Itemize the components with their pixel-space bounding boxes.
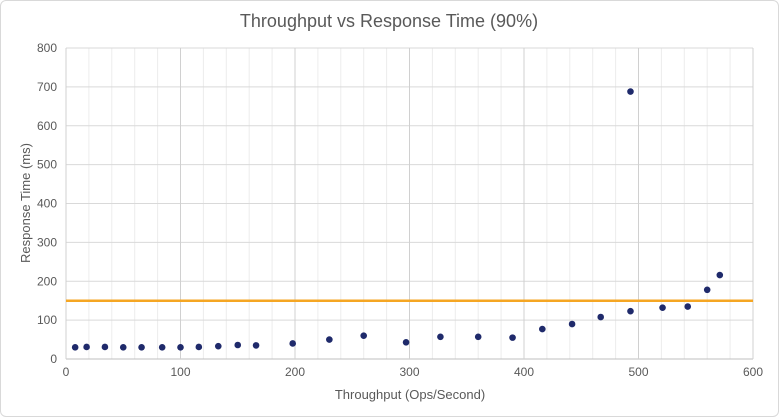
data-point [360,332,368,339]
x-tick-label: 600 [743,365,763,379]
y-tick-label: 400 [37,197,57,211]
y-tick-label: 700 [37,80,57,94]
x-tick-label: 100 [170,365,190,379]
data-point [119,344,127,351]
chart-title: Throughput vs Response Time (90%) [240,11,538,31]
major-gridlines [65,47,754,360]
data-point [101,343,109,351]
data-point [568,320,576,328]
data-point [252,342,260,349]
data-point [138,344,145,351]
data-point [326,336,333,343]
data-point [214,342,222,350]
data-point [627,88,634,95]
data-point [83,343,90,351]
y-tick-label: 200 [37,274,57,288]
data-point [177,344,184,351]
data-point [195,343,203,351]
x-tick-label: 500 [628,365,648,379]
data-point [684,303,692,310]
data-point [234,341,242,349]
x-tick-label: 300 [399,365,419,379]
y-tick-label: 500 [37,158,57,172]
y-axis-label: Response Time (ms) [18,143,33,263]
data-point [474,333,482,341]
x-tick-label: 200 [285,365,305,379]
data-points [71,88,724,351]
data-point [703,286,711,294]
data-point [158,344,166,351]
data-point [402,338,410,346]
y-tick-label: 0 [50,352,57,366]
x-tick-label: 0 [63,365,70,379]
data-point [509,334,516,341]
data-point [539,325,546,333]
y-axis-ticks: 0 100 200 300 400 500 600 700 800 [37,41,57,366]
x-tick-label: 400 [514,365,534,379]
y-tick-label: 300 [37,235,57,249]
data-point [289,340,297,347]
x-axis-label: Throughput (Ops/Second) [335,387,485,402]
x-axis-ticks: 0 100 200 300 400 500 600 [63,365,764,379]
data-point [437,333,444,341]
y-tick-label: 600 [37,119,57,133]
data-point [71,344,79,351]
y-tick-label: 100 [37,313,57,327]
data-point [659,304,666,311]
y-tick-label: 800 [37,41,57,55]
data-point [597,313,605,321]
data-point [627,307,634,315]
data-point [716,271,724,279]
